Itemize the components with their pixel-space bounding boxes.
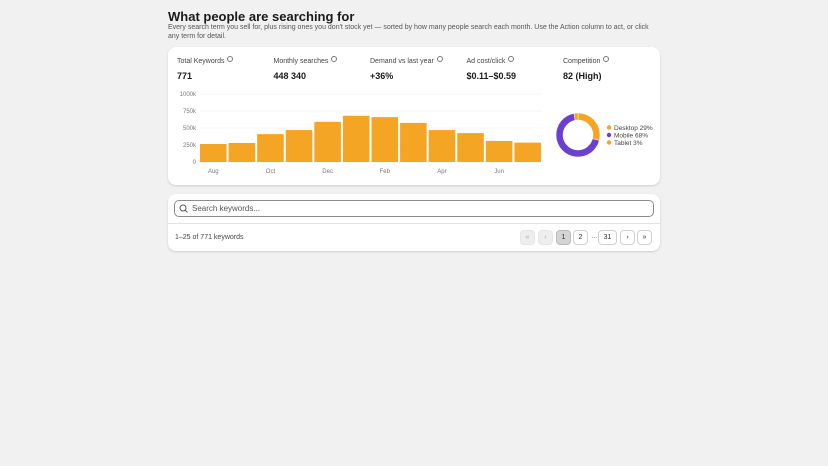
- legend-value: 68%: [635, 133, 648, 140]
- donut-slice: [577, 112, 601, 141]
- x-tick-label: Apr: [437, 169, 446, 175]
- page-button[interactable]: »: [637, 230, 652, 245]
- legend-swatch: [606, 140, 612, 145]
- y-tick-label: 1000k: [180, 92, 197, 98]
- search-placeholder: Search keywords...: [192, 204, 261, 213]
- page-button[interactable]: ›: [620, 230, 635, 245]
- bar: [228, 142, 256, 162]
- legend-label: Tablet 3%: [614, 140, 643, 147]
- donut-slice: [573, 112, 579, 121]
- bar: [371, 117, 399, 162]
- search-icon: [179, 204, 188, 213]
- stat: Ad cost/click $0.11–$0.59: [466, 56, 517, 81]
- stat-label: Competition: [563, 58, 601, 65]
- stat: Total Keywords 771: [177, 56, 234, 81]
- bar: [342, 115, 370, 162]
- legend-name: Desktop: [614, 125, 638, 132]
- legend-value: 29%: [640, 125, 653, 132]
- bar: [457, 133, 484, 162]
- y-tick-label: 750k: [183, 109, 197, 115]
- stat-value: $0.11–$0.59: [466, 71, 517, 81]
- legend-name: Mobile: [614, 133, 634, 140]
- legend-name: Tablet: [614, 140, 632, 147]
- stat: Demand vs last year +36%: [370, 56, 443, 81]
- legend-label: Mobile 68%: [614, 133, 648, 140]
- x-tick-label: Feb: [380, 169, 391, 175]
- legend-label: Desktop 29%: [614, 125, 653, 132]
- bar: [428, 130, 456, 162]
- x-tick-label: Aug: [208, 169, 219, 175]
- info-icon: [436, 56, 443, 62]
- stat-label: Monthly searches: [273, 58, 329, 65]
- bar: [285, 130, 313, 162]
- info-icon: [508, 56, 515, 62]
- info-icon: [331, 56, 338, 62]
- page-title: What people are searching for: [168, 9, 355, 24]
- stat-value: +36%: [370, 71, 394, 81]
- search-input[interactable]: Search keywords...: [174, 200, 654, 217]
- y-tick-label: 0: [193, 160, 197, 166]
- stat-label: Demand vs last year: [370, 58, 434, 65]
- stat: Competition 82 (High): [563, 56, 610, 81]
- ellipsis: …: [591, 233, 598, 240]
- info-icon: [603, 56, 610, 62]
- legend-swatch: [606, 132, 612, 138]
- page-button[interactable]: 2: [573, 230, 588, 245]
- x-tick-label: Oct: [266, 169, 276, 175]
- stat-value: 82 (High): [563, 71, 602, 81]
- stat-value: 448 340: [273, 71, 307, 81]
- donut-slice: [555, 113, 600, 158]
- bar: [257, 134, 284, 162]
- y-tick-label: 250k: [183, 143, 197, 149]
- page-button[interactable]: 1: [556, 230, 571, 245]
- stat-value: 771: [177, 71, 193, 81]
- subtitle: Every search term you sell for, plus ris…: [168, 24, 649, 40]
- page-button[interactable]: ‹: [538, 230, 553, 245]
- stat-label: Total Keywords: [177, 58, 225, 65]
- x-tick-label: Jun: [494, 169, 504, 175]
- stat-label: Ad cost/click: [466, 58, 506, 65]
- bar: [514, 142, 541, 162]
- result-summary: 1–25 of 771 keywords: [175, 234, 244, 241]
- page-button[interactable]: «: [520, 230, 535, 245]
- info-icon: [227, 56, 234, 62]
- y-tick-label: 500k: [183, 126, 197, 132]
- divider: [168, 223, 660, 224]
- stat: Monthly searches 448 340: [274, 56, 338, 81]
- legend-swatch: [606, 125, 612, 130]
- bar: [485, 140, 513, 162]
- bar: [400, 122, 427, 162]
- x-tick-label: Dec: [322, 169, 333, 175]
- bar: [200, 143, 227, 162]
- page-button[interactable]: 31: [598, 230, 617, 245]
- bar: [314, 121, 341, 162]
- legend-value: 3%: [633, 140, 643, 147]
